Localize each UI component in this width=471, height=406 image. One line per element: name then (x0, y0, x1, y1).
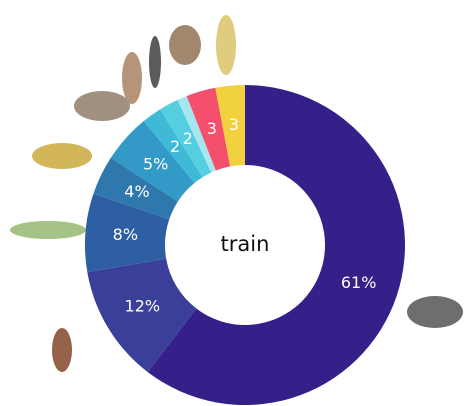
value-label: 3 (207, 119, 217, 138)
donut-slice (160, 99, 212, 178)
donut-slice (87, 258, 197, 373)
insect-icon (169, 25, 201, 65)
value-label: 3 (229, 115, 239, 134)
value-label: 61% (341, 273, 377, 292)
insect-icon (52, 328, 72, 372)
insect-icon (122, 52, 142, 104)
donut-slice (143, 109, 203, 184)
value-label: 8% (113, 225, 138, 244)
value-label: 2 (183, 129, 193, 148)
donut-slice (93, 157, 178, 220)
insect-icons (10, 15, 463, 372)
insect-icon (407, 296, 463, 328)
donut-slice (110, 121, 195, 202)
donut-slice (215, 85, 245, 167)
donut-slice (84, 193, 170, 273)
donut-slice (186, 87, 231, 171)
value-label: 5% (143, 154, 168, 173)
center-label: train (221, 232, 270, 256)
value-label: 12% (125, 297, 161, 316)
insect-icon (74, 91, 130, 121)
donut-slice (147, 85, 406, 406)
insect-icon (32, 143, 92, 169)
insect-icon (216, 15, 236, 75)
value-label: 2 (170, 137, 180, 156)
donut-slice (177, 96, 216, 173)
value-label: 4% (124, 182, 149, 201)
insect-icon (149, 36, 161, 88)
insect-icon (10, 221, 86, 239)
